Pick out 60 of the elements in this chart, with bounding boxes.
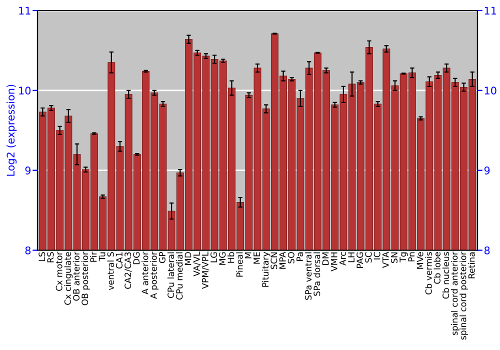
y-tick-label: 8 [25,246,31,254]
x-tick-label: Arc [340,252,346,266]
y2-tick-label: 8 [484,246,490,254]
x-tick-label: Pir [90,252,97,262]
x-tick-label: LG [210,252,218,262]
x-tick-label: Tg [400,252,408,262]
x-tick-label: VA/VL [193,252,201,276]
x-tick-label: A anterior [142,252,148,294]
x-tick-label: CA2/CA3 [124,252,132,289]
x-tick-label: DM [322,252,329,265]
x-tick-label: Cb vermis [425,252,432,294]
x-tick-label: Pa [296,252,303,261]
x-tick-label: Cb lobe [434,252,440,284]
x-tick-label: ME [254,252,260,264]
x-tick-label: MVe [416,252,424,269]
y2-tick-label: 11 [484,6,496,14]
x-tick-label: SPa ventral [304,252,312,300]
x-tick-label: OB posterior [81,252,90,306]
x-tick-label: GP [158,252,166,264]
x-tick-label: PAG [356,252,364,268]
x-tick-label: DG [133,252,140,264]
x-tick-label: Pituitary [262,252,270,287]
y-axis-title: Log2 (expression) [6,84,17,176]
x-tick-label: VTA [382,252,389,268]
x-tick-label: SC [365,252,372,263]
x-tick-label: OB anterior [72,252,80,301]
x-tick-label: MG [219,252,226,265]
x-tick-label: Cb nucleus [442,252,450,299]
x-tick-label: VPM/VPL [202,252,210,289]
x-tick-label: SO [288,252,294,264]
x-tick-label: VMH [330,252,338,272]
x-tick-label: ventral S [107,252,114,290]
x-tick-label: RS [47,252,54,262]
y-tick-label: 9 [25,166,31,174]
x-tick-label: SPa dorsal [313,252,320,296]
x-tick-label: MPA [279,252,286,269]
x-tick-label: M [245,252,252,258]
x-tick-label: Retina [468,252,475,278]
x-tick-label: CPu lateral [167,252,174,298]
x-tick-label: spinal cord posterior [460,252,468,340]
x-tick-label: LH [348,252,354,262]
x-tick-label: Cx motor [56,252,62,291]
x-tick-label: SCN [270,252,278,269]
x-tick-label: LS [38,252,46,262]
x-tick-label: CPu medial [176,252,183,300]
y-tick-label: 10 [19,86,31,95]
y2-tick-label: 10 [484,86,496,95]
y2-tick-label: 9 [484,166,490,174]
x-tick-label: IC [374,252,380,260]
x-tick-label: MD [184,252,192,265]
x-tick-label: Pn [408,252,415,262]
x-tick-label: SN [390,252,398,263]
x-tick-label: CA1 [116,252,122,269]
x-tick-label: spinal cord anterior [450,252,460,336]
y-tick-label: 11 [19,6,30,14]
x-tick-label: A posterior [150,252,159,299]
x-tick-label: Tu [98,252,106,262]
x-tick-label: Hb [228,252,234,263]
x-tick-label: Cx cingulate [64,252,73,305]
x-tick-label: Pineal [236,252,243,277]
